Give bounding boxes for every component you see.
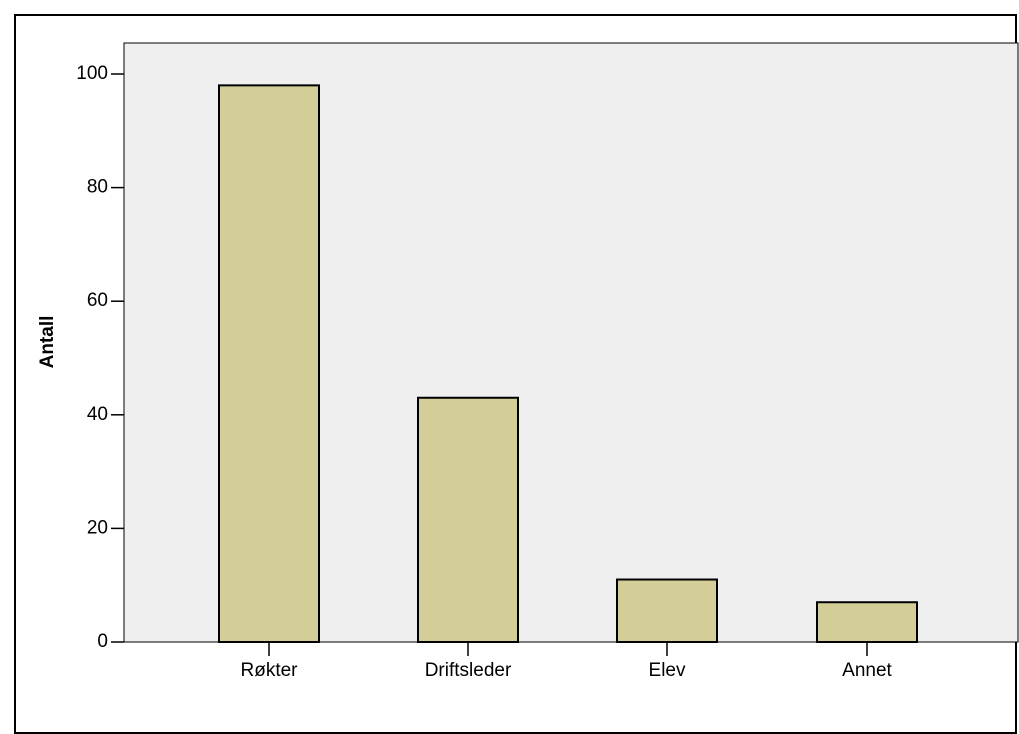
x-axis: Røkter Driftsleder Elev Annet <box>241 642 893 681</box>
y-axis: 0 20 40 60 80 100 <box>76 63 124 652</box>
y-tick-label: 40 <box>87 404 108 425</box>
x-tick-label: Elev <box>649 660 686 681</box>
bar <box>616 578 718 644</box>
y-tick-label: 80 <box>87 177 108 198</box>
y-tick-label: 0 <box>97 631 108 652</box>
x-tick-label: Driftsleder <box>425 660 512 681</box>
x-tick-label: Røkter <box>241 660 299 681</box>
bars <box>218 84 918 644</box>
bar <box>417 396 519 644</box>
bar <box>816 601 918 643</box>
y-tick-label: 60 <box>87 290 108 311</box>
y-tick-label: 100 <box>76 63 108 84</box>
x-tick-label: Annet <box>842 660 892 681</box>
y-tick-label: 20 <box>87 517 108 538</box>
y-axis-title: Antall <box>37 316 58 369</box>
bar <box>218 84 320 644</box>
